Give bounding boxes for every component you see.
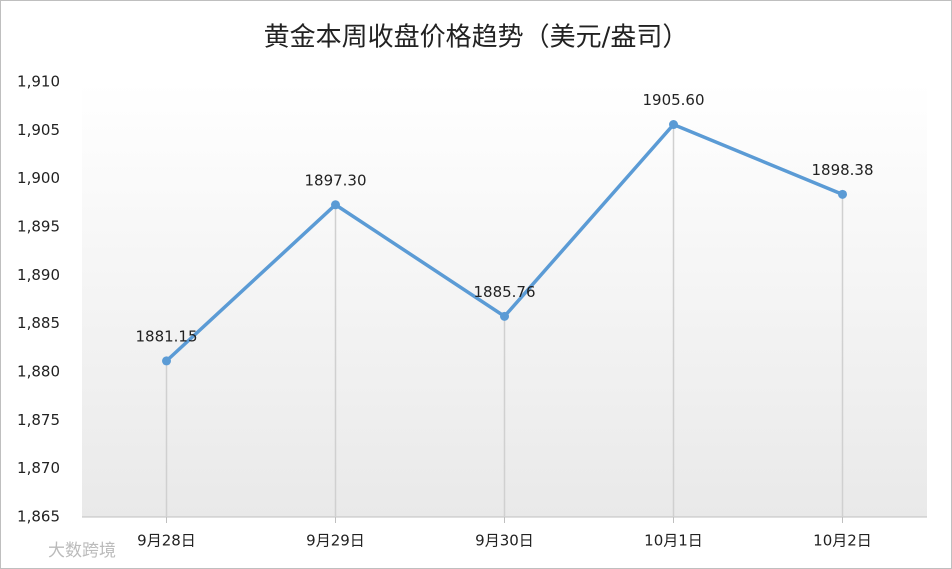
point	[500, 311, 509, 321]
x-tick-label: 10月2日	[813, 532, 872, 550]
x-tick-label: 10月1日	[644, 532, 703, 550]
data-label: 1885.76	[473, 283, 535, 301]
point	[669, 120, 678, 130]
data-label: 1898.38	[811, 161, 873, 179]
point	[162, 356, 171, 366]
data-label: 1905.60	[642, 91, 704, 109]
y-tick-label: 1,890	[17, 266, 60, 284]
y-tick-label: 1,875	[17, 411, 60, 429]
y-tick-label: 1,895	[17, 218, 60, 236]
x-tick-label: 9月30日	[475, 532, 534, 550]
point	[331, 200, 340, 210]
data-label: 1897.30	[304, 171, 366, 189]
y-tick-label: 1,905	[17, 121, 60, 139]
y-tick-label: 1,865	[17, 508, 60, 526]
y-tick-label: 1,900	[17, 169, 60, 187]
y-tick-label: 1,870	[17, 459, 60, 477]
y-tick-label: 1,885	[17, 314, 60, 332]
y-tick-label: 1,910	[17, 73, 60, 91]
chart-title: 黄金本周收盘价格趋势（美元/盎司）	[264, 23, 689, 53]
x-tick-label: 9月28日	[137, 532, 196, 550]
y-tick-label: 1,880	[17, 363, 60, 381]
point	[838, 189, 847, 199]
watermark: 大数跨境	[48, 541, 116, 561]
x-tick-label: 9月29日	[306, 532, 365, 550]
data-label: 1881.15	[135, 327, 197, 345]
